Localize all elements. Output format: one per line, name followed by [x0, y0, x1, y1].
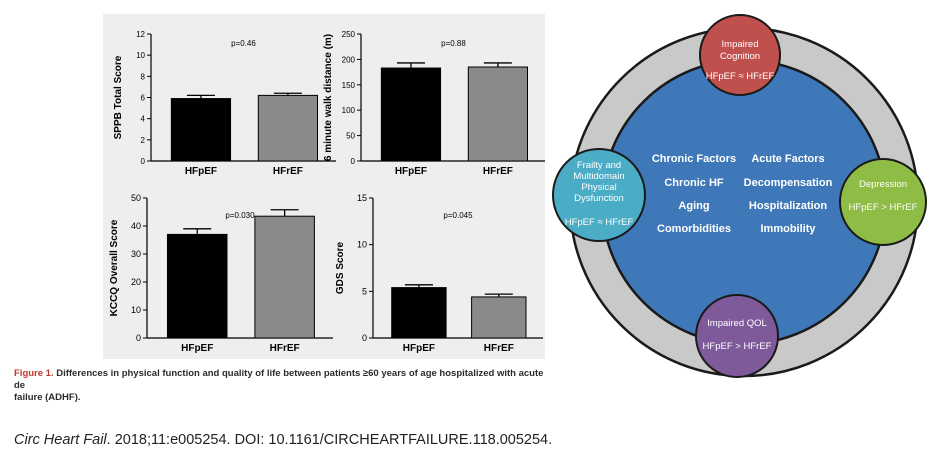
category-label: HFrEF	[483, 166, 513, 177]
category-label: HFrEF	[270, 343, 300, 354]
node-depression: Depression HFpEF > HFrEF	[839, 158, 927, 246]
y-tick-label: 2	[141, 136, 146, 145]
node-cognition: Impaired Cognition HFpEF ≈ HFrEF	[699, 14, 781, 96]
citation-journal: Circ Heart Fail	[14, 432, 107, 448]
y-tick-label: 10	[131, 305, 141, 315]
y-tick-label: 0	[141, 157, 146, 166]
citation: Circ Heart Fail. 2018;11:e005254. DOI: 1…	[14, 432, 552, 448]
node-qol: Impaired QOL HFpEF > HFrEF	[695, 294, 779, 378]
y-tick-label: 0	[362, 333, 367, 343]
center-right-item: Decompensation	[744, 177, 833, 189]
y-tick-label: 4	[141, 115, 146, 124]
category-label: HFpEF	[403, 343, 435, 354]
center-left-item: Chronic Factors	[652, 153, 736, 165]
p-value-annotation: p=0.88	[441, 39, 466, 48]
bar	[380, 67, 442, 162]
frailty-title: Multidomain	[573, 171, 624, 182]
y-tick-label: 50	[346, 132, 355, 141]
y-tick-label: 50	[131, 193, 141, 203]
frailty-relation: HFpEF ≈ HFrEF	[565, 217, 634, 228]
figure-caption: Figure 1. Differences in physical functi…	[14, 368, 554, 404]
y-tick-label: 100	[342, 106, 356, 115]
bar-charts: 0 2 4 6 8 10 12 SPPB Total Score HFpEF HFrEF p=0.4…	[109, 30, 545, 354]
caption-text: Differences in physical function and qua…	[14, 368, 544, 391]
bar	[471, 296, 527, 339]
frailty-title: Physical	[581, 182, 616, 193]
bar	[257, 94, 319, 162]
bar	[467, 66, 528, 162]
frailty-title: Dysfunction	[574, 193, 624, 204]
y-axis-label: KCCQ Overall Score	[109, 219, 120, 316]
cognition-title: Cognition	[720, 51, 760, 62]
center-left-item: Aging	[678, 200, 709, 212]
cognition-title: Impaired	[722, 39, 759, 50]
depression-relation: HFpEF > HFrEF	[849, 202, 918, 213]
y-tick-label: 0	[351, 157, 356, 166]
center-right-item: Hospitalization	[749, 200, 828, 212]
qol-title: Impaired QOL	[707, 318, 767, 329]
y-axis-label: GDS Score	[335, 241, 346, 294]
center-right-item: Immobility	[760, 223, 816, 235]
caption-text-line2: failure (ADHF).	[14, 392, 81, 403]
y-tick-label: 10	[136, 51, 145, 60]
p-value-annotation: p=0.030	[225, 211, 255, 220]
y-axis-label: SPPB Total Score	[113, 55, 124, 139]
y-tick-label: 0	[136, 333, 141, 343]
y-tick-label: 6	[141, 94, 146, 103]
p-value-annotation: p=0.46	[231, 39, 256, 48]
center-right-item: Acute Factors	[751, 153, 824, 165]
center-left-item: Chronic HF	[664, 177, 724, 189]
bar	[166, 233, 228, 339]
y-tick-label: 8	[141, 72, 146, 81]
y-tick-label: 20	[131, 277, 141, 287]
comorbidity-diagram: Chronic Factors Chronic HF Aging Comorbi…	[552, 14, 927, 378]
y-tick-label: 10	[357, 240, 367, 250]
category-label: HFpEF	[181, 343, 213, 354]
category-label: HFrEF	[273, 166, 303, 177]
y-tick-label: 12	[136, 30, 145, 39]
y-tick-label: 5	[362, 286, 367, 296]
y-tick-label: 250	[342, 30, 356, 39]
figure-label: Figure 1.	[14, 368, 54, 379]
bar	[170, 98, 232, 162]
y-tick-label: 40	[131, 221, 141, 231]
y-tick-label: 15	[357, 193, 367, 203]
depression-title: Depression	[859, 179, 907, 190]
category-label: HFpEF	[395, 166, 427, 177]
frailty-title: Frailty and	[577, 160, 621, 171]
p-value-annotation: p=0.045	[443, 211, 473, 220]
y-tick-label: 150	[342, 81, 356, 90]
y-axis-label: 6 minute walk distance (m)	[323, 34, 334, 161]
bar	[391, 287, 447, 339]
citation-details: . 2018;11:e005254. DOI: 10.1161/CIRCHEAR…	[106, 432, 553, 448]
node-frailty: Frailty and Multidomain Physical Dysfunc…	[552, 148, 646, 242]
center-left-item: Comorbidities	[657, 223, 731, 235]
bar	[254, 215, 315, 339]
y-tick-label: 200	[342, 55, 356, 64]
cognition-relation: HFpEF ≈ HFrEF	[706, 71, 775, 82]
qol-relation: HFpEF > HFrEF	[703, 341, 772, 352]
y-tick-label: 30	[131, 249, 141, 259]
category-label: HFrEF	[484, 343, 514, 354]
category-label: HFpEF	[185, 166, 217, 177]
